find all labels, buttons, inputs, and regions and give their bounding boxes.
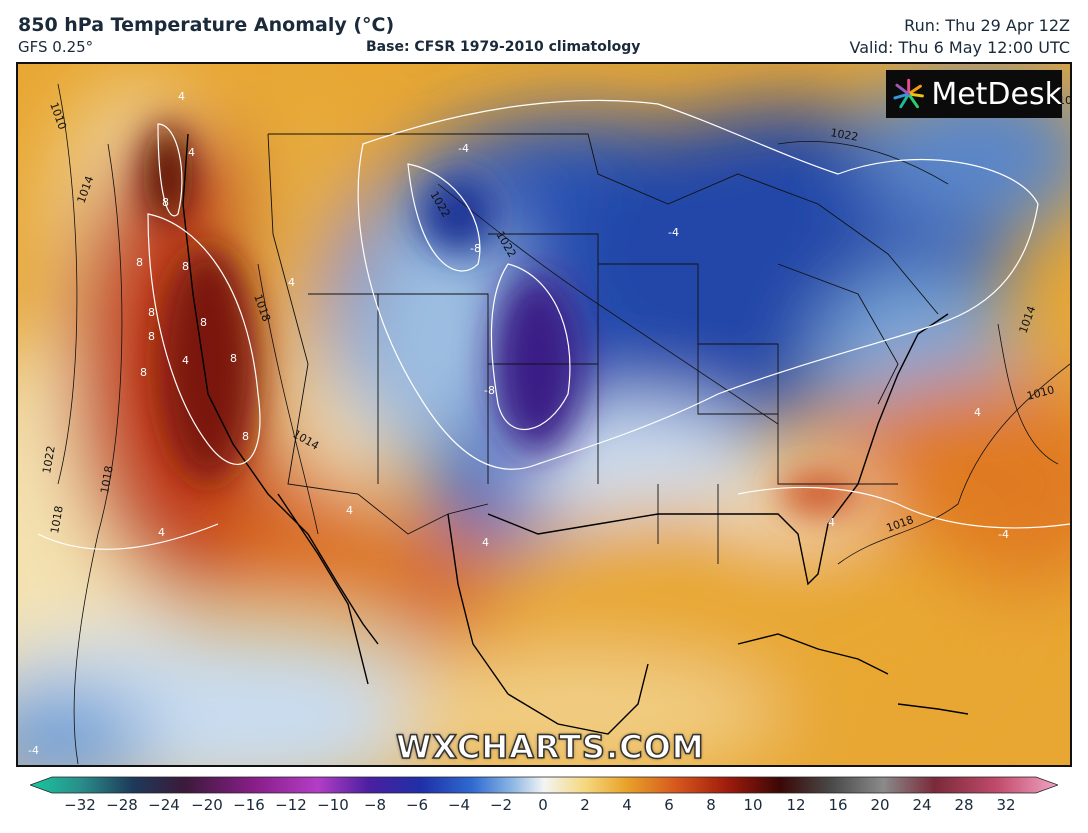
colorbar-tick: −24 — [148, 796, 180, 814]
isobar-label: 1018 — [48, 505, 66, 535]
anomaly-label: 4 — [182, 354, 189, 367]
anomaly-label: 8 — [148, 330, 155, 343]
anomaly-label: -4 — [998, 528, 1009, 541]
colorbar-tick: −8 — [363, 796, 387, 814]
map-canvas: 4 4 4 8 8 8 8 8 8 8 8 8 4 4 4 4 4 4 -4 -… — [18, 64, 1070, 765]
colorbar-tick: 28 — [954, 796, 974, 814]
valid-time-label: Valid: Thu 6 May 12:00 UTC — [849, 38, 1070, 57]
anomaly-field — [18, 74, 1070, 765]
anomaly-contours — [37, 99, 1070, 550]
colorbar-tick: 24 — [912, 796, 932, 814]
anomaly-label: 4 — [974, 406, 981, 419]
colorbar-tick: −2 — [489, 796, 513, 814]
anomaly-label: 8 — [200, 316, 207, 329]
colorbar-tick: 2 — [580, 796, 590, 814]
isobar-label: 1022 — [829, 126, 859, 144]
colorbar-tick: −10 — [317, 796, 349, 814]
anomaly-label: 8 — [182, 260, 189, 273]
colorbar-tick: 0 — [538, 796, 548, 814]
anomaly-extremes — [143, 124, 858, 514]
political-borders — [267, 133, 939, 564]
colorbar-tick: −28 — [106, 796, 138, 814]
model-label: GFS 0.25° — [18, 38, 94, 56]
anomaly-label: -8 — [470, 242, 481, 255]
anomaly-map[interactable]: 4 4 4 8 8 8 8 8 8 8 8 8 4 4 4 4 4 4 -4 -… — [16, 62, 1072, 767]
starburst-icon — [893, 78, 924, 109]
colorbar-tick: 32 — [996, 796, 1016, 814]
colorbar-tick: 20 — [870, 796, 890, 814]
anomaly-label: 4 — [482, 536, 489, 549]
climatology-base-label: Base: CFSR 1979-2010 climatology — [366, 39, 641, 55]
anomaly-label: 8 — [136, 256, 143, 269]
anomaly-label: 4 — [828, 516, 835, 529]
anomaly-label: 8 — [162, 196, 169, 209]
anomaly-label: 4 — [346, 504, 353, 517]
colorbar-tick: −16 — [233, 796, 265, 814]
watermark: WXCHARTS.COM — [395, 727, 705, 766]
isobar-label: 1018 — [98, 465, 116, 495]
coastlines — [182, 133, 969, 735]
anomaly-label: -8 — [484, 384, 495, 397]
isobar-label: 1022 — [40, 445, 58, 475]
colorbar-tick: 6 — [664, 796, 674, 814]
colorbar-tick: 4 — [622, 796, 632, 814]
colorbar-tick: 16 — [828, 796, 848, 814]
anomaly-label: 8 — [242, 430, 249, 443]
anomaly-label: 4 — [288, 276, 295, 289]
anomaly-label: -4 — [28, 744, 39, 757]
run-time-label: Run: Thu 29 Apr 12Z — [904, 16, 1070, 35]
colorbar-tick: −12 — [275, 796, 307, 814]
metdesk-logo: MetDesk — [886, 70, 1062, 118]
anomaly-label: -4 — [458, 142, 469, 155]
anomaly-label: 4 — [158, 526, 165, 539]
anomaly-label: 8 — [230, 352, 237, 365]
colorbar-tick: 10 — [743, 796, 763, 814]
isobar-lines — [57, 83, 1070, 765]
colorbar-tick: 8 — [706, 796, 716, 814]
colorbar-tick: −32 — [64, 796, 96, 814]
anomaly-label: 8 — [140, 366, 147, 379]
anomaly-label: 8 — [148, 306, 155, 319]
chart-title: 850 hPa Temperature Anomaly (°C) — [18, 14, 395, 36]
anomaly-label: 4 — [178, 90, 185, 103]
colorbar-ticks: −32 −28 −24 −20 −16 −12 −10 −8 −6 −4 −2 … — [0, 796, 1088, 820]
anomaly-label: -4 — [668, 226, 679, 239]
anomaly-label: 4 — [188, 146, 195, 159]
colorbar — [30, 776, 1058, 794]
colorbar-tick: −6 — [405, 796, 429, 814]
logo-text: MetDesk — [931, 76, 1062, 112]
colorbar-tick: −4 — [447, 796, 471, 814]
colorbar-tick: −20 — [191, 796, 223, 814]
anomaly-label-group: 4 4 4 8 8 8 8 8 8 8 8 8 4 4 4 4 4 4 -4 -… — [28, 90, 1009, 757]
colorbar-tick: 12 — [786, 796, 806, 814]
